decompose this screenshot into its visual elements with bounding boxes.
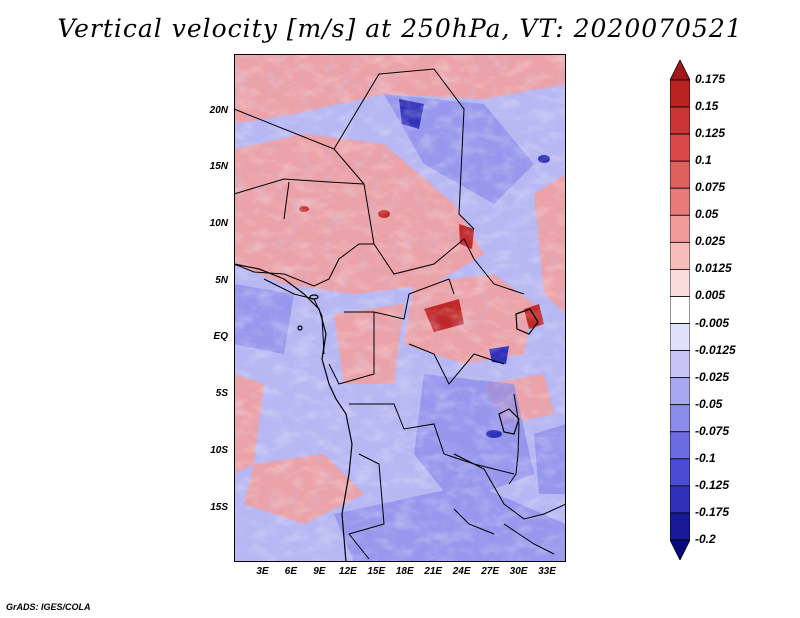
- lon-tick-label: 33E: [538, 566, 556, 577]
- colorbar-tick-label: -0.0125: [695, 342, 736, 357]
- lat-tick-label: 15S: [210, 501, 228, 513]
- grads-credit: GrADS: IGES/COLA: [6, 602, 91, 612]
- colorbar-tick-label: 0.05: [695, 207, 719, 222]
- lat-tick-label: EQ: [213, 331, 228, 343]
- lon-tick-label: 27E: [481, 566, 499, 577]
- lat-tick-label: 10N: [209, 218, 228, 230]
- colorbar-tick-label: 0.0125: [695, 261, 732, 276]
- colorbar-segment: [670, 458, 690, 487]
- colorbar-segment: [670, 512, 690, 541]
- colorbar-segment: [670, 296, 690, 324]
- colorbar-tick-label: -0.125: [695, 477, 730, 492]
- colorbar-segment: [670, 214, 690, 243]
- colorbar-tick-label: 0.005: [695, 288, 726, 303]
- colorbar-segment: [670, 241, 690, 270]
- colorbar-segment: [670, 377, 690, 406]
- colorbar-tick-label: -0.05: [695, 396, 723, 411]
- lat-tick-label: 5S: [215, 388, 228, 400]
- colorbar-segment: [670, 106, 690, 135]
- colorbar-tick-label: -0.075: [695, 423, 730, 438]
- lon-tick-label: 3E: [256, 566, 269, 577]
- colorbar-segment: [670, 404, 690, 433]
- lon-tick-label: 30E: [509, 566, 528, 577]
- lat-tick-label: 5N: [215, 274, 228, 286]
- colorbar-segment: [670, 539, 690, 560]
- colorbar-tick-label: 0.125: [695, 126, 726, 141]
- lat-tick-label: 15N: [209, 161, 228, 173]
- lon-tick-label: 24E: [452, 566, 471, 577]
- colorbar-tick-label: 0.025: [695, 234, 726, 249]
- lon-tick-label: 18E: [395, 566, 414, 577]
- lon-tick-label: 9E: [313, 566, 326, 577]
- map-frame: [234, 54, 566, 562]
- colorbar-segment: [670, 350, 690, 379]
- colorbar-tick-label: 0.15: [695, 99, 719, 114]
- colorbar-segment: [670, 485, 690, 514]
- lon-tick-label: 21E: [424, 566, 443, 577]
- colorbar-tick-label: -0.025: [695, 369, 730, 384]
- colorbar-tick-label: -0.175: [695, 504, 730, 519]
- coastline: [234, 263, 539, 562]
- colorbar-segment: [670, 269, 690, 297]
- colorbar-tick-label: 0.175: [695, 72, 726, 86]
- colorbar-segment: [670, 79, 690, 108]
- colorbar-segment: [670, 431, 690, 460]
- colorbar-tick-label: -0.2: [695, 532, 716, 546]
- lat-tick-label: 20N: [209, 104, 228, 116]
- colorbar-segment: [670, 60, 690, 81]
- colorbar-segment: [670, 323, 690, 351]
- lat-tick-label: 10S: [210, 444, 228, 456]
- colorbar-tick-label: 0.075: [695, 180, 726, 195]
- colorbar-tick-label: -0.1: [695, 450, 716, 465]
- colorbar-tick-label: 0.1: [695, 153, 712, 168]
- colorbar-segment: [670, 133, 690, 162]
- colorbar: [670, 60, 690, 560]
- lon-tick-label: 15E: [367, 566, 386, 577]
- lon-tick-label: 12E: [338, 566, 357, 577]
- colorbar-segment: [670, 160, 690, 189]
- map-plot: [234, 54, 566, 562]
- lon-tick-label: 6E: [284, 566, 298, 577]
- chart-title: Vertical velocity [m/s] at 250hPa, VT: 2…: [57, 14, 743, 43]
- colorbar-tick-label: -0.005: [695, 315, 730, 330]
- colorbar-segment: [670, 187, 690, 216]
